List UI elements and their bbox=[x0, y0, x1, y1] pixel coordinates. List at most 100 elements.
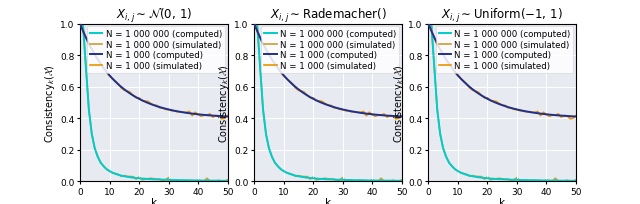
N = 1 000 000 (simulated) bbox=[472, 175, 479, 178]
N = 1 000 (simulated) bbox=[356, 112, 364, 114]
N = 1 000 (simulated) bbox=[173, 111, 181, 113]
N = 1 000 (computed) bbox=[250, 23, 258, 26]
N = 1 000 000 (computed) bbox=[395, 180, 403, 182]
N = 1 000 (computed) bbox=[531, 112, 538, 114]
N = 1 000 000 (computed) bbox=[531, 179, 538, 182]
N = 1 000 000 (simulated) bbox=[398, 179, 406, 181]
Line: N = 1 000 (simulated): N = 1 000 (simulated) bbox=[80, 24, 228, 119]
Line: N = 1 000 000 (computed): N = 1 000 000 (computed) bbox=[80, 24, 228, 181]
N = 1 000 (computed) bbox=[398, 116, 406, 118]
Line: N = 1 000 000 (simulated): N = 1 000 000 (simulated) bbox=[428, 24, 576, 182]
N = 1 000 000 (simulated) bbox=[457, 172, 465, 174]
N = 1 000 (computed) bbox=[356, 112, 364, 114]
Legend: N = 1 000 000 (computed), N = 1 000 000 (simulated), N = 1 000 (computed), N = 1: N = 1 000 000 (computed), N = 1 000 000 … bbox=[87, 27, 225, 73]
N = 1 000 000 (simulated) bbox=[572, 179, 580, 181]
N = 1 000 (simulated) bbox=[398, 115, 406, 117]
N = 1 000 (simulated) bbox=[395, 117, 403, 120]
N = 1 000 000 (simulated) bbox=[294, 174, 302, 177]
N = 1 000 000 (computed) bbox=[522, 179, 530, 181]
N = 1 000 000 (computed) bbox=[457, 172, 465, 174]
N = 1 000 000 (computed) bbox=[572, 180, 580, 182]
N = 1 000 000 (simulated) bbox=[221, 180, 228, 183]
Title: $X_{i,j} \sim \mathrm{Uniform}(-1,\,1)$: $X_{i,j} \sim \mathrm{Uniform}(-1,\,1)$ bbox=[441, 7, 563, 24]
Line: N = 1 000 (computed): N = 1 000 (computed) bbox=[80, 24, 228, 117]
Line: N = 1 000 (computed): N = 1 000 (computed) bbox=[254, 24, 402, 117]
N = 1 000 000 (simulated) bbox=[342, 180, 349, 183]
N = 1 000 (computed) bbox=[124, 91, 131, 93]
N = 1 000 000 (simulated) bbox=[360, 180, 367, 182]
Title: $X_{i,j} \sim \mathrm{Rademacher}()$: $X_{i,j} \sim \mathrm{Rademacher}()$ bbox=[269, 7, 387, 24]
N = 1 000 (simulated) bbox=[124, 90, 131, 93]
N = 1 000 000 (computed) bbox=[472, 176, 479, 178]
N = 1 000 (simulated) bbox=[250, 23, 258, 26]
N = 1 000 (simulated) bbox=[182, 112, 190, 114]
N = 1 000 (computed) bbox=[457, 78, 465, 80]
N = 1 000 000 (computed) bbox=[109, 172, 116, 174]
Legend: N = 1 000 000 (computed), N = 1 000 000 (simulated), N = 1 000 (computed), N = 1: N = 1 000 000 (computed), N = 1 000 000 … bbox=[436, 27, 573, 73]
N = 1 000 (simulated) bbox=[283, 78, 291, 81]
N = 1 000 (simulated) bbox=[298, 90, 305, 93]
N = 1 000 (simulated) bbox=[457, 78, 465, 81]
N = 1 000 000 (simulated) bbox=[120, 174, 128, 177]
N = 1 000 (computed) bbox=[173, 111, 181, 113]
N = 1 000 (computed) bbox=[424, 23, 432, 26]
Line: N = 1 000 000 (computed): N = 1 000 000 (computed) bbox=[428, 24, 576, 181]
Y-axis label: $\mathrm{Consistency}_k(\mathcal{X})$: $\mathrm{Consistency}_k(\mathcal{X})$ bbox=[218, 64, 232, 142]
Title: $X_{i,j} \sim \mathcal{N}(0,\,1)$: $X_{i,j} \sim \mathcal{N}(0,\,1)$ bbox=[116, 7, 192, 24]
N = 1 000 (computed) bbox=[469, 89, 477, 91]
N = 1 000 000 (computed) bbox=[283, 172, 291, 174]
N = 1 000 000 (simulated) bbox=[177, 180, 184, 182]
N = 1 000 (simulated) bbox=[566, 118, 574, 120]
N = 1 000 000 (computed) bbox=[173, 179, 181, 181]
N = 1 000 (simulated) bbox=[224, 115, 232, 117]
N = 1 000 000 (simulated) bbox=[516, 180, 524, 183]
Line: N = 1 000 000 (simulated): N = 1 000 000 (simulated) bbox=[254, 24, 402, 182]
N = 1 000 (computed) bbox=[522, 111, 530, 113]
N = 1 000 000 (computed) bbox=[182, 179, 190, 182]
N = 1 000 (computed) bbox=[283, 78, 291, 80]
N = 1 000 (simulated) bbox=[392, 118, 400, 120]
N = 1 000 (simulated) bbox=[348, 111, 355, 113]
N = 1 000 000 (computed) bbox=[398, 180, 406, 182]
N = 1 000 (simulated) bbox=[572, 115, 580, 117]
N = 1 000 000 (computed) bbox=[424, 23, 432, 26]
N = 1 000 000 (simulated) bbox=[569, 180, 577, 183]
N = 1 000 000 (simulated) bbox=[168, 180, 175, 183]
N = 1 000 (computed) bbox=[348, 111, 355, 113]
N = 1 000 (simulated) bbox=[120, 90, 128, 92]
Y-axis label: $\mathrm{Consistency}_k(\mathcal{X})$: $\mathrm{Consistency}_k(\mathcal{X})$ bbox=[392, 64, 406, 142]
N = 1 000 000 (computed) bbox=[224, 180, 232, 182]
N = 1 000 (computed) bbox=[572, 116, 580, 118]
N = 1 000 000 (computed) bbox=[294, 175, 302, 178]
N = 1 000 000 (computed) bbox=[250, 23, 258, 26]
N = 1 000 (simulated) bbox=[469, 90, 477, 92]
N = 1 000 (computed) bbox=[569, 115, 577, 118]
Line: N = 1 000 000 (computed): N = 1 000 000 (computed) bbox=[254, 24, 402, 181]
N = 1 000 000 (simulated) bbox=[224, 179, 232, 181]
Line: N = 1 000 (computed): N = 1 000 (computed) bbox=[428, 24, 576, 117]
N = 1 000 000 (simulated) bbox=[525, 180, 532, 182]
N = 1 000 (simulated) bbox=[424, 23, 432, 26]
N = 1 000 (computed) bbox=[182, 112, 190, 114]
N = 1 000 000 (computed) bbox=[124, 176, 131, 178]
N = 1 000 (simulated) bbox=[294, 90, 302, 92]
X-axis label: k: k bbox=[499, 197, 505, 204]
N = 1 000 (simulated) bbox=[76, 23, 84, 26]
N = 1 000 000 (simulated) bbox=[469, 174, 477, 177]
N = 1 000 (computed) bbox=[120, 89, 128, 91]
N = 1 000 (simulated) bbox=[221, 117, 228, 120]
N = 1 000 (simulated) bbox=[109, 78, 116, 81]
Y-axis label: $\mathrm{Consistency}_k(\mathcal{X})$: $\mathrm{Consistency}_k(\mathcal{X})$ bbox=[44, 64, 58, 142]
N = 1 000 000 (simulated) bbox=[124, 175, 131, 178]
N = 1 000 000 (simulated) bbox=[186, 180, 193, 182]
N = 1 000 (simulated) bbox=[522, 111, 530, 113]
Line: N = 1 000 000 (simulated): N = 1 000 000 (simulated) bbox=[80, 24, 228, 182]
N = 1 000 000 (computed) bbox=[120, 175, 128, 178]
N = 1 000 (computed) bbox=[395, 115, 403, 118]
N = 1 000 000 (simulated) bbox=[76, 23, 84, 26]
N = 1 000 000 (simulated) bbox=[351, 180, 358, 182]
N = 1 000 (computed) bbox=[224, 116, 232, 118]
N = 1 000 000 (simulated) bbox=[424, 23, 432, 26]
N = 1 000 000 (simulated) bbox=[534, 180, 541, 182]
N = 1 000 000 (computed) bbox=[469, 175, 477, 178]
